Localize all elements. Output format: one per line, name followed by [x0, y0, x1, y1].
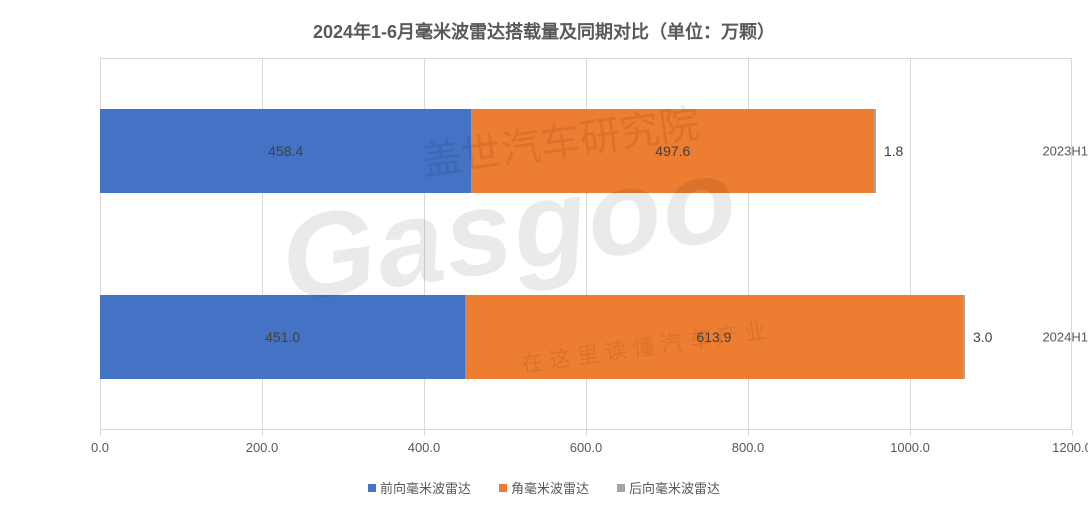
bar-value-label: 497.6 — [655, 143, 690, 159]
legend-swatch — [499, 484, 507, 492]
x-tick-mark — [1072, 430, 1073, 436]
bar-segment — [963, 295, 965, 379]
chart-container: 2024年1-6月毫米波雷达搭载量及同期对比（单位：万颗） 0.0 200.0 40… — [0, 0, 1088, 508]
bar-value-label: 1.8 — [884, 143, 903, 159]
x-tick-mark — [748, 430, 749, 436]
legend-item: 角毫米波雷达 — [499, 478, 589, 497]
x-tick-label: 0.0 — [91, 440, 109, 455]
x-tick-mark — [262, 430, 263, 436]
chart-title: 2024年1-6月毫米波雷达搭载量及同期对比（单位：万颗） — [0, 18, 1088, 44]
legend-label: 角毫米波雷达 — [511, 478, 589, 497]
x-tick-mark — [424, 430, 425, 436]
legend-item: 后向毫米波雷达 — [617, 478, 720, 497]
legend-label: 后向毫米波雷达 — [629, 478, 720, 497]
bar-value-label: 3.0 — [973, 329, 992, 345]
x-tick-label: 600.0 — [570, 440, 603, 455]
legend-swatch — [368, 484, 376, 492]
legend: 前向毫米波雷达 角毫米波雷达 后向毫米波雷达 — [0, 478, 1088, 497]
bar-segment — [874, 109, 875, 193]
y-category-label: 2023H1 — [1002, 144, 1088, 159]
legend-label: 前向毫米波雷达 — [380, 478, 471, 497]
legend-swatch — [617, 484, 625, 492]
x-tick-label: 800.0 — [732, 440, 765, 455]
x-tick-mark — [910, 430, 911, 436]
bar-value-label: 458.4 — [268, 143, 303, 159]
bar-value-label: 613.9 — [696, 329, 731, 345]
x-tick-label: 200.0 — [246, 440, 279, 455]
x-tick-label: 400.0 — [408, 440, 441, 455]
legend-item: 前向毫米波雷达 — [368, 478, 471, 497]
x-tick-label: 1200.0 — [1052, 440, 1088, 455]
x-tick-mark — [100, 430, 101, 436]
x-tick-label: 1000.0 — [890, 440, 930, 455]
y-category-label: 2024H1 — [1002, 330, 1088, 345]
bar-value-label: 451.0 — [265, 329, 300, 345]
x-tick-mark — [586, 430, 587, 436]
